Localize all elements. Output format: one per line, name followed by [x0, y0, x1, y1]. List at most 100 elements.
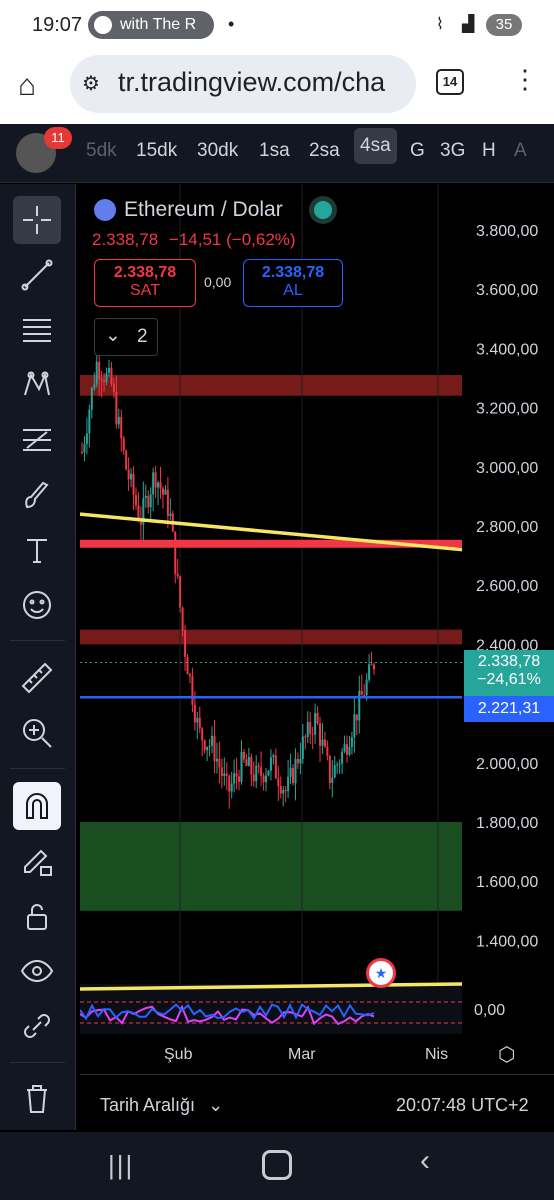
candle-body: [230, 783, 233, 792]
candle-body: [250, 756, 253, 775]
candle-body: [206, 746, 209, 751]
candle-body: [157, 482, 160, 488]
notification-badge: 11: [44, 127, 72, 149]
candle-body: [346, 744, 349, 755]
price-chart[interactable]: 3.800,00 3.600,00 3.400,00 3.200,00 3.000,00…: [80, 184, 554, 1074]
pattern-icon[interactable]: [13, 361, 61, 409]
buy-label: AL: [283, 282, 303, 299]
magnet-icon[interactable]: [13, 782, 61, 830]
candle-body: [233, 773, 236, 784]
time-label-sub: Şub: [164, 1046, 193, 1063]
candle-body: [287, 776, 290, 792]
recents-icon[interactable]: |||: [108, 1150, 135, 1180]
candle-body: [363, 695, 366, 697]
chart-pane[interactable]: 3.800,00 3.600,00 3.400,00 3.200,00 3.000,00…: [80, 184, 554, 1074]
back-icon[interactable]: ‹: [420, 1144, 430, 1177]
sell-button[interactable]: 2.338,78 SAT: [94, 259, 196, 307]
toolbar-divider: [10, 1062, 65, 1063]
candle-body: [164, 489, 167, 495]
link-icon[interactable]: [13, 1002, 61, 1050]
trash-icon[interactable]: [13, 1074, 61, 1122]
candle-body: [228, 775, 231, 792]
candle-body: [225, 773, 228, 776]
unlock-icon[interactable]: [13, 892, 61, 940]
candle-body: [90, 388, 93, 410]
candle-body: [112, 384, 115, 392]
url-text: tr.tradingview.com/cha: [118, 67, 386, 97]
candle-body: [260, 767, 263, 776]
interval-3G[interactable]: 3G: [440, 140, 466, 161]
candle-body: [103, 380, 106, 383]
symbol-name[interactable]: Ethereum / Dolar: [124, 198, 283, 221]
site-settings-icon[interactable]: ⚙: [82, 73, 100, 95]
buy-button[interactable]: 2.338,78 AL: [243, 259, 343, 307]
candle-body: [252, 774, 255, 782]
candle-body: [242, 751, 245, 760]
candle-body: [338, 763, 341, 765]
candle-body: [368, 664, 371, 680]
prediction-icon[interactable]: [13, 416, 61, 464]
candle-body: [85, 433, 88, 444]
candle-body: [81, 452, 83, 453]
zoom-icon[interactable]: [13, 709, 61, 757]
more-menu-icon[interactable]: ⋮: [512, 64, 538, 94]
market-open-icon: [314, 201, 332, 219]
url-field[interactable]: ⚙ tr.tradingview.com/cha: [70, 55, 416, 113]
interval-30dk[interactable]: 30dk: [197, 140, 239, 161]
candle-body: [110, 367, 113, 385]
emoji-icon[interactable]: [13, 581, 61, 629]
tab-switcher-button[interactable]: 14: [436, 69, 464, 95]
chart-settings-icon[interactable]: ⬡: [498, 1044, 516, 1066]
toolbar-divider: [10, 640, 65, 641]
us-flag-event-icon[interactable]: ★: [366, 958, 396, 988]
interval-A[interactable]: A: [514, 140, 527, 161]
candle-body: [169, 513, 172, 516]
drawing-toolbar: [0, 184, 76, 1130]
system-nav-bar: ||| ‹: [0, 1132, 554, 1200]
clock-label[interactable]: 20:07:48 UTC+2: [396, 1095, 529, 1115]
fib-icon[interactable]: [13, 306, 61, 354]
price-axis-label: 3.800,00: [476, 223, 538, 240]
candle-body: [181, 607, 184, 631]
oscillator-bg: [80, 984, 462, 1034]
candle-body: [319, 723, 322, 746]
interval-H[interactable]: H: [482, 140, 496, 161]
crosshair-icon[interactable]: [13, 196, 61, 244]
text-icon[interactable]: [13, 526, 61, 574]
price-axis-label: 1.600,00: [476, 874, 538, 891]
interval-4sa[interactable]: 4sa: [354, 128, 397, 164]
candle-body: [130, 473, 133, 480]
date-range-button[interactable]: Tarih Aralığı ⌄: [100, 1095, 223, 1116]
candle-body: [196, 717, 199, 723]
candle-body: [83, 443, 86, 453]
candle-body: [284, 790, 287, 792]
indicator-collapse-button[interactable]: ⌄ 2: [94, 318, 158, 356]
trendline-icon[interactable]: [13, 251, 61, 299]
candle-body: [161, 488, 164, 495]
home-nav-icon[interactable]: [262, 1150, 292, 1180]
candle-body: [282, 790, 285, 794]
candle-body: [353, 714, 356, 738]
interval-G[interactable]: G: [410, 140, 425, 161]
candle-body: [235, 773, 238, 777]
candle-body: [267, 770, 270, 776]
interval-5dk[interactable]: 5dk: [86, 140, 117, 161]
interval-2sa[interactable]: 2sa: [309, 140, 340, 161]
candle-body: [184, 630, 187, 657]
price-axis-label: 1.400,00: [476, 933, 538, 950]
visibility-icon[interactable]: [13, 947, 61, 995]
candle-body: [301, 736, 304, 759]
brush-icon[interactable]: [13, 471, 61, 519]
candle-body: [247, 756, 250, 766]
interval-15dk[interactable]: 15dk: [136, 140, 178, 161]
ruler-icon[interactable]: [13, 654, 61, 702]
candle-body: [262, 775, 265, 783]
candle-body: [201, 728, 204, 741]
lock-drawing-icon[interactable]: [13, 837, 61, 885]
chart-footer: Tarih Aralığı ⌄ 20:07:48 UTC+2: [80, 1074, 554, 1133]
interval-1sa[interactable]: 1sa: [259, 140, 290, 161]
candle-body: [174, 531, 177, 574]
media-chip[interactable]: with The R: [88, 11, 214, 39]
home-icon[interactable]: ⌂: [18, 69, 37, 102]
candle-body: [147, 495, 150, 508]
